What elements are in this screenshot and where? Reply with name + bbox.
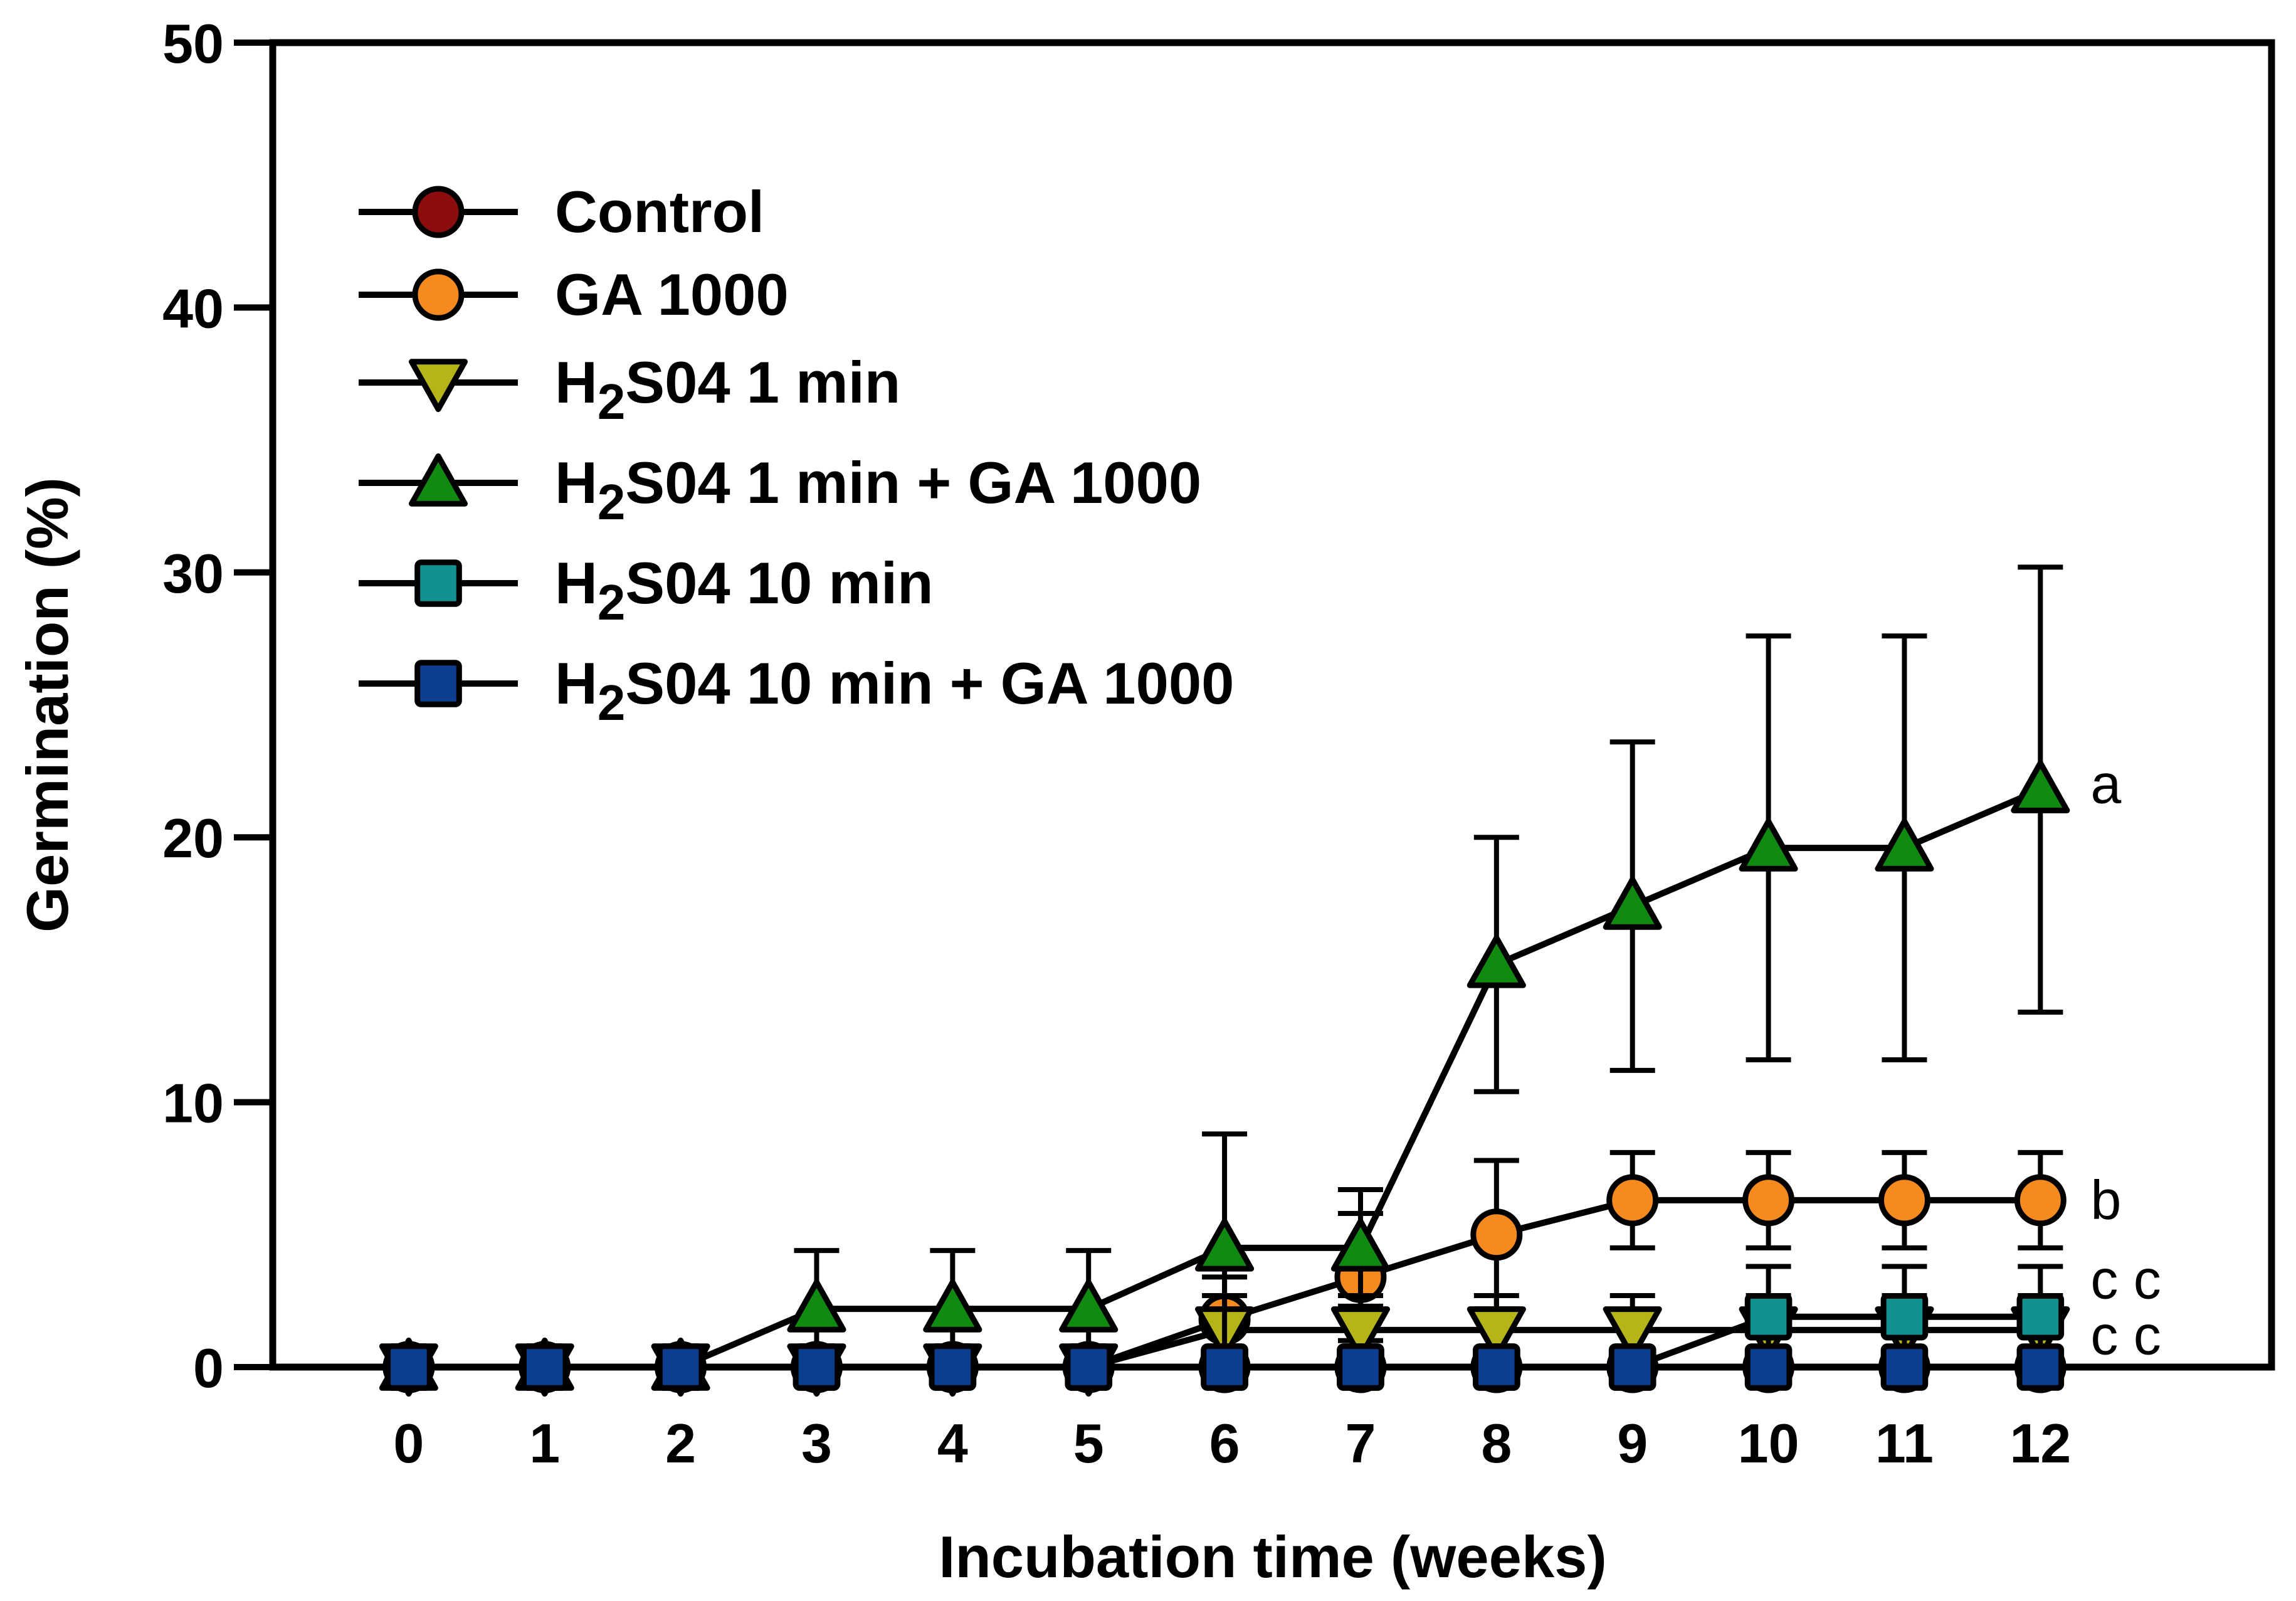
data-point: [1470, 1208, 1523, 1261]
x-tick-label: 3: [801, 1412, 832, 1474]
x-tick-label: 4: [937, 1412, 968, 1474]
data-point: [1878, 1174, 1930, 1227]
legend-label: H2S04 10 min: [555, 550, 934, 630]
x-tick-label: 12: [2009, 1412, 2071, 1474]
data-point: [1337, 1343, 1384, 1391]
legend-marker: [414, 660, 462, 707]
x-tick-label: 7: [1345, 1412, 1376, 1474]
x-tick-label: 10: [1738, 1412, 1799, 1474]
series-5: [385, 1343, 2065, 1391]
data-point: [1603, 1306, 1662, 1360]
data-point: [1330, 1306, 1391, 1360]
legend-item-1: GA 1000: [359, 262, 789, 327]
x-tick-label: 2: [665, 1412, 696, 1474]
data-point: [1467, 1306, 1526, 1360]
data-point: [929, 1343, 977, 1391]
y-axis-label: Germination (%): [14, 477, 80, 933]
data-point: [1742, 1174, 1795, 1227]
data-point: [656, 1343, 705, 1391]
series-layer: [379, 564, 2070, 1397]
significance-annotations: a b c cc c: [2090, 753, 2161, 1366]
x-tick-label: 5: [1073, 1412, 1104, 1474]
data-point: [1065, 1343, 1113, 1391]
annotation-label: c c: [2090, 1249, 2161, 1311]
data-point: [385, 1343, 433, 1391]
data-point: [1875, 818, 1934, 872]
data-point: [1744, 1292, 1793, 1341]
data-point: [1744, 1343, 1793, 1391]
x-tick-label: 0: [393, 1412, 424, 1474]
y-axis: 0 10 20 30 40 50: [162, 13, 273, 1399]
data-point: [787, 1279, 846, 1333]
y-tick-label: 30: [162, 542, 224, 605]
y-tick-label: 10: [162, 1072, 224, 1134]
data-point: [1195, 1218, 1255, 1272]
legend-item-4: H2S04 10 min: [359, 550, 934, 630]
annotation-label: b: [2090, 1169, 2121, 1231]
data-point: [1473, 1343, 1520, 1391]
y-tick-label: 40: [162, 277, 224, 339]
x-tick-label: 9: [1617, 1412, 1648, 1474]
legend-label: Control: [555, 179, 764, 245]
data-point: [2014, 1174, 2067, 1227]
y-tick-label: 20: [162, 807, 224, 869]
data-point: [2011, 760, 2070, 813]
data-point: [1880, 1292, 1929, 1341]
data-point: [923, 1279, 982, 1333]
legend-marker: [408, 359, 468, 413]
legend-item-3: H2S04 1 min + GA 1000: [359, 450, 1201, 530]
annotation-label: c c: [2090, 1304, 2161, 1366]
legend-marker: [408, 453, 468, 507]
data-point: [2016, 1343, 2065, 1391]
legend: Control GA 1000 H2S04 1 min H2S04 1 min + G…: [359, 179, 1234, 731]
x-tick-label: 1: [529, 1412, 560, 1474]
x-tick-label: 8: [1481, 1412, 1512, 1474]
x-axis-label: Incubation time (weeks): [939, 1524, 1607, 1590]
data-point: [2016, 1292, 2065, 1341]
data-point: [1880, 1343, 1929, 1391]
legend-label: H2S04 1 min + GA 1000: [555, 450, 1201, 530]
y-tick-label: 0: [193, 1337, 224, 1399]
data-point: [1201, 1343, 1248, 1391]
x-tick-label: 6: [1209, 1412, 1240, 1474]
annotation-label: a: [2090, 753, 2121, 815]
legend-item-2: H2S04 1 min: [359, 349, 900, 430]
legend-marker: [412, 186, 465, 238]
data-point: [793, 1343, 841, 1391]
legend-item-5: H2S04 10 min + GA 1000: [359, 650, 1234, 731]
data-point: [1467, 934, 1526, 988]
legend-label: H2S04 1 min: [555, 349, 900, 430]
data-point: [520, 1343, 569, 1391]
legend-item-0: Control: [359, 179, 764, 245]
x-tick-label: 11: [1875, 1412, 1934, 1474]
legend-label: H2S04 10 min + GA 1000: [555, 650, 1234, 731]
data-point: [1739, 818, 1798, 872]
legend-label: GA 1000: [555, 262, 789, 327]
y-tick-label: 50: [162, 13, 224, 75]
x-axis: 0 1 2 3 4 5 6 7 8 9 10 11 12: [393, 1412, 2071, 1474]
legend-marker: [414, 559, 462, 607]
data-point: [1603, 876, 1662, 930]
data-point: [1330, 1218, 1391, 1272]
data-point: [1059, 1279, 1119, 1333]
data-point: [1606, 1174, 1659, 1227]
data-point: [1608, 1343, 1656, 1391]
legend-marker: [412, 268, 465, 321]
